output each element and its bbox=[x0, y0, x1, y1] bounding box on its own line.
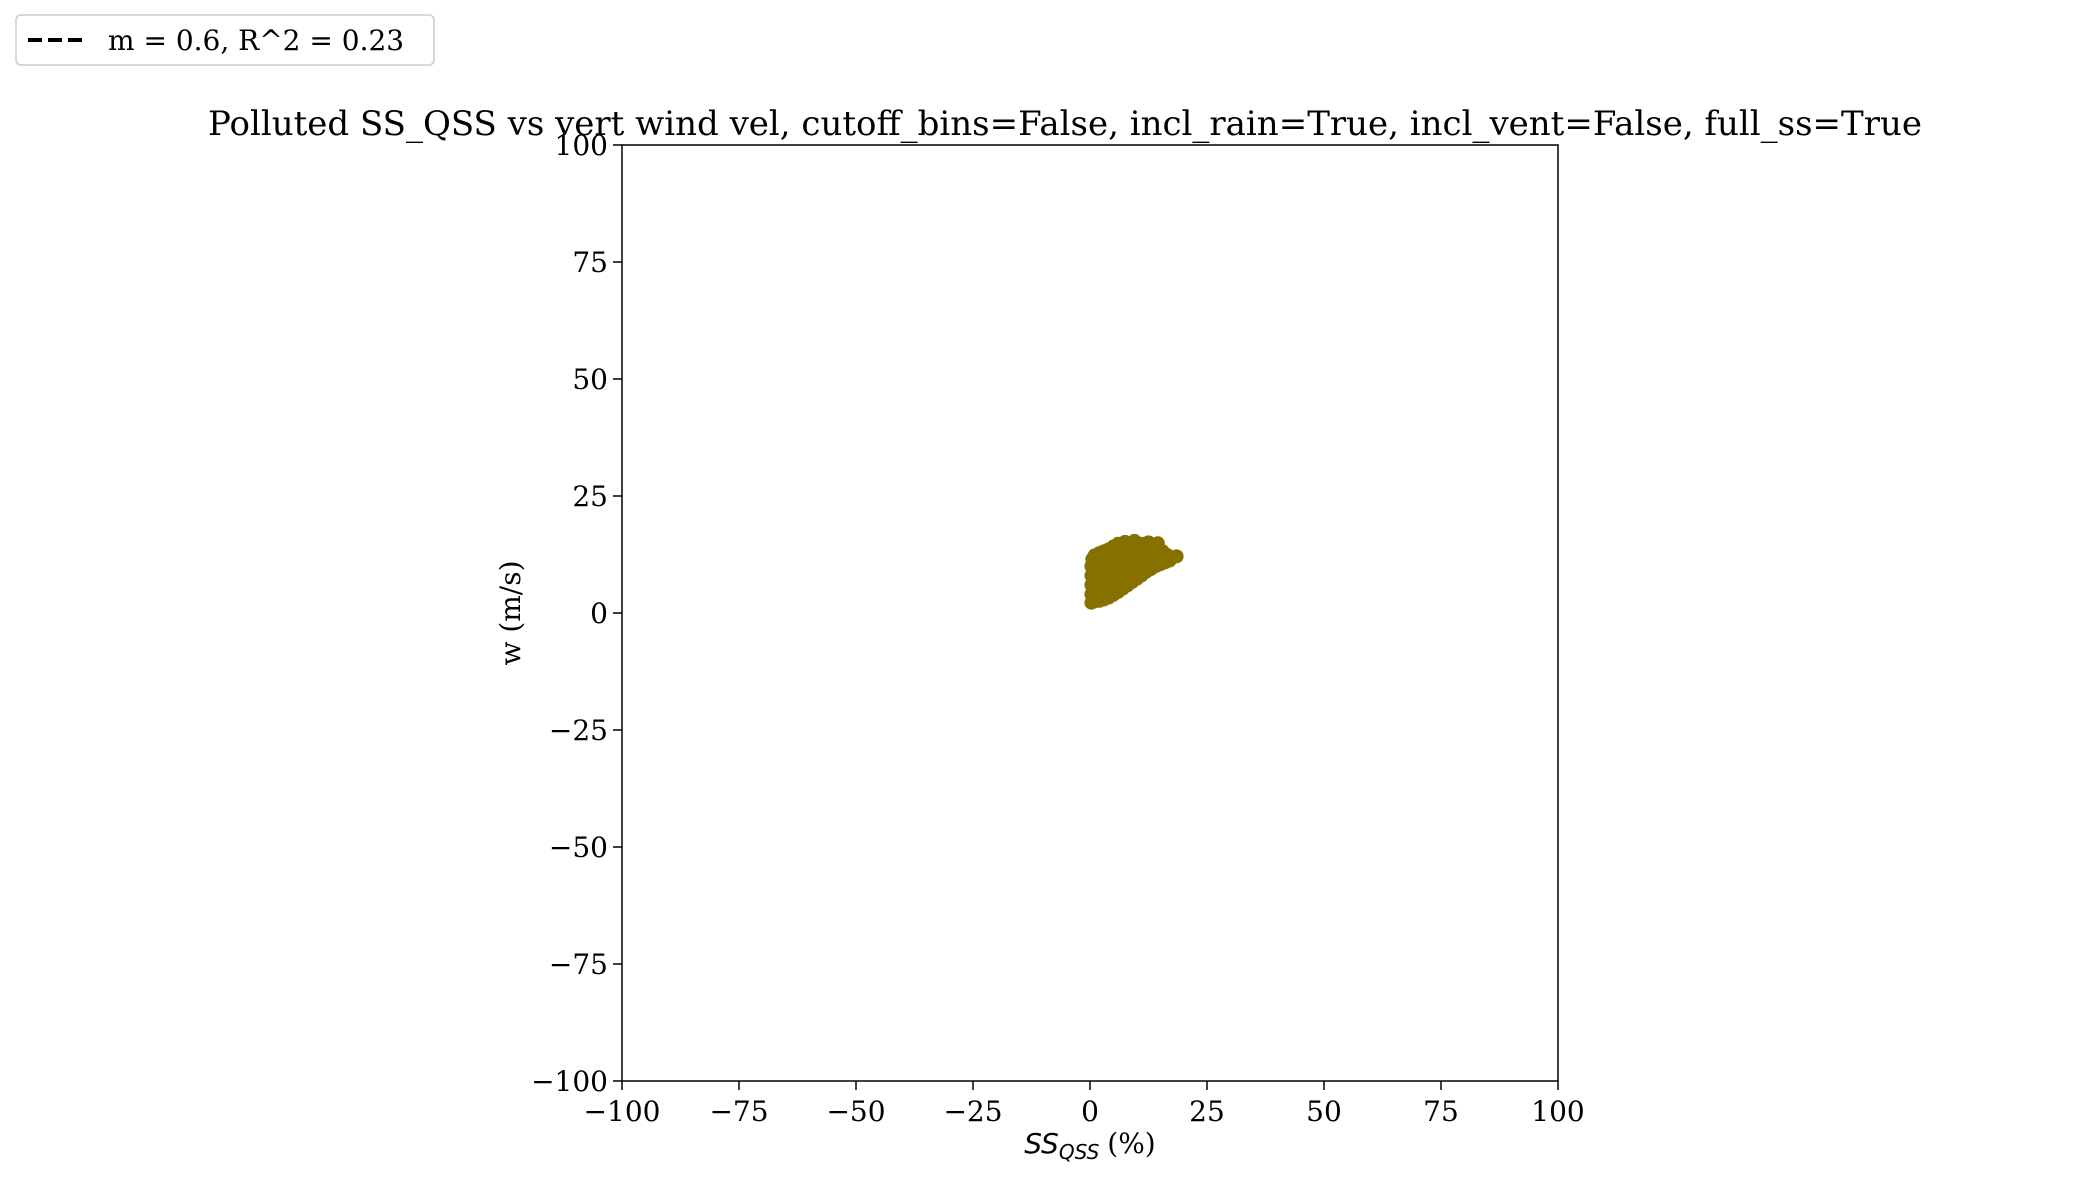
x-tick-label: 25 bbox=[1189, 1095, 1225, 1128]
legend: m = 0.6, R^2 = 0.23 bbox=[15, 14, 435, 66]
x-axis-label: SSQSS (%) bbox=[1024, 1127, 1155, 1164]
y-tick-label: −25 bbox=[549, 714, 608, 747]
plot-frame bbox=[621, 144, 1559, 1082]
x-tick-label: −75 bbox=[709, 1095, 768, 1128]
y-tick-label: 50 bbox=[572, 363, 608, 396]
y-axis: 100 75 50 25 0 −25 −50 −75 −100 bbox=[531, 129, 622, 1098]
y-tick-label: −50 bbox=[549, 831, 608, 864]
chart-title: Polluted SS_QSS vs vert wind vel, cutoff… bbox=[208, 104, 1922, 144]
x-axis: −100 −75 −50 −25 0 25 50 75 100 bbox=[584, 1081, 1585, 1128]
data-point bbox=[1162, 550, 1177, 565]
legend-frame bbox=[15, 14, 435, 66]
x-tick-label: 75 bbox=[1423, 1095, 1459, 1128]
y-tick-label: 25 bbox=[572, 480, 608, 513]
x-tick-label: 50 bbox=[1306, 1095, 1342, 1128]
scatter-points bbox=[1084, 533, 1184, 610]
y-tick-label: −100 bbox=[531, 1065, 608, 1098]
x-axis-label-unit: (%) bbox=[1107, 1127, 1155, 1160]
y-tick-label: 100 bbox=[555, 129, 608, 162]
x-axis-label-subscript: QSS bbox=[1059, 1140, 1100, 1164]
legend-label: m = 0.6, R^2 = 0.23 bbox=[108, 24, 404, 57]
x-tick-label: 100 bbox=[1531, 1095, 1584, 1128]
x-tick-label: 0 bbox=[1081, 1095, 1099, 1128]
x-tick-label: −50 bbox=[826, 1095, 885, 1128]
x-tick-label: −25 bbox=[943, 1095, 1002, 1128]
y-tick-label: −75 bbox=[549, 948, 608, 981]
y-axis-label: w (m/s) bbox=[494, 560, 527, 665]
x-axis-label-main: SS bbox=[1024, 1127, 1059, 1160]
x-tick-label: −100 bbox=[584, 1095, 661, 1128]
y-tick-label: 75 bbox=[572, 246, 608, 279]
y-tick-label: 0 bbox=[590, 597, 608, 630]
